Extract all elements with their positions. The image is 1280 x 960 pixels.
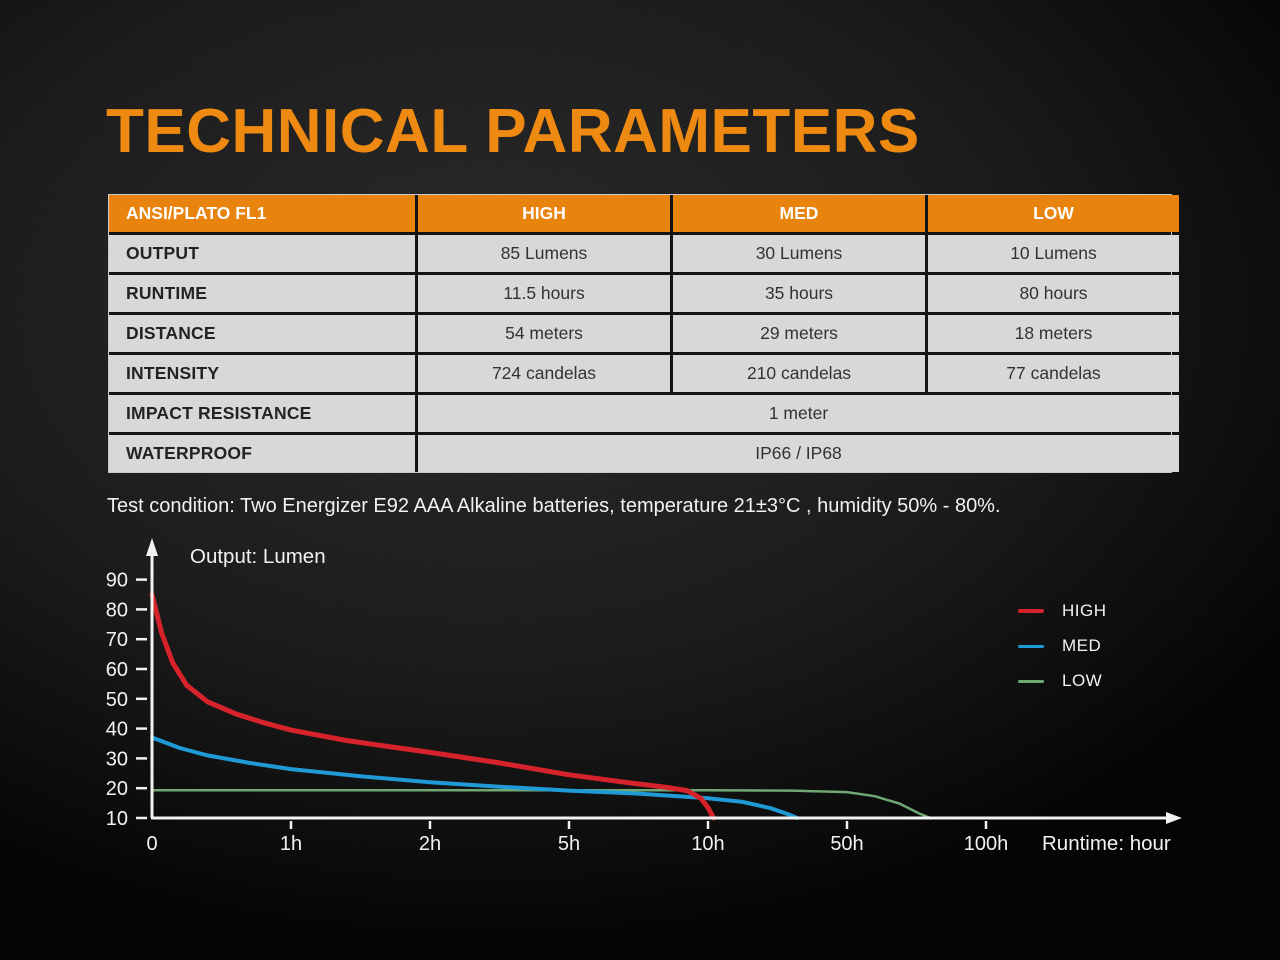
table-header-med: MED bbox=[673, 195, 925, 232]
x-tick-label: 5h bbox=[558, 833, 580, 855]
x-tick-label: 100h bbox=[964, 833, 1009, 855]
y-axis-arrow-icon bbox=[146, 538, 158, 556]
table-row-label: DISTANCE bbox=[109, 315, 415, 352]
chart-legend: HIGH MED LOW bbox=[1018, 600, 1107, 692]
table-row-label: IMPACT RESISTANCE bbox=[109, 395, 415, 432]
spec-table: ANSI/PLATO FL1 HIGH MED LOW OUTPUT 85 Lum… bbox=[108, 194, 1179, 473]
table-cell-value: 35 hours bbox=[673, 275, 925, 312]
x-axis-arrow-icon bbox=[1166, 812, 1182, 824]
y-tick-label: 50 bbox=[106, 689, 128, 711]
table-cell-value: 85 Lumens bbox=[418, 235, 670, 272]
y-tick-label: 20 bbox=[106, 778, 128, 800]
y-tick-label: 40 bbox=[106, 719, 128, 741]
table-row-label: RUNTIME bbox=[109, 275, 415, 312]
y-tick-label: 30 bbox=[106, 748, 128, 770]
series-line-low bbox=[150, 789, 932, 820]
legend-label: MED bbox=[1062, 636, 1102, 655]
legend-item-med: MED bbox=[1018, 635, 1107, 657]
y-tick-label: 90 bbox=[106, 570, 128, 592]
y-tick-label: 10 bbox=[106, 808, 128, 830]
table-cell-value: 10 Lumens bbox=[928, 235, 1179, 272]
runtime-chart: 90 80 70 60 50 40 30 20 10 0 1h 2h 5h 10h 50h 100h Outpu… bbox=[106, 538, 1182, 855]
table-header-low: LOW bbox=[928, 195, 1179, 232]
x-tick-label: 50h bbox=[830, 833, 863, 855]
legend-swatch-low-icon bbox=[1018, 679, 1044, 683]
legend-item-high: HIGH bbox=[1018, 600, 1107, 622]
table-row-span-value: IP66 / IP68 bbox=[418, 435, 1179, 472]
table-cell-value: 30 Lumens bbox=[673, 235, 925, 272]
table-row-label: OUTPUT bbox=[109, 235, 415, 272]
legend-label: HIGH bbox=[1062, 601, 1107, 620]
y-tick-label: 70 bbox=[106, 629, 128, 651]
table-cell-value: 210 candelas bbox=[673, 355, 925, 392]
table-row-label: WATERPROOF bbox=[109, 435, 415, 472]
page-title: TECHNICAL PARAMETERS bbox=[106, 97, 920, 166]
legend-item-low: LOW bbox=[1018, 670, 1107, 692]
legend-label: LOW bbox=[1062, 671, 1103, 690]
y-tick-label: 80 bbox=[106, 599, 128, 621]
test-condition-note: Test condition: Two Energizer E92 AAA Al… bbox=[107, 495, 1001, 517]
series-line-med bbox=[150, 735, 799, 820]
table-cell-value: 724 candelas bbox=[418, 355, 670, 392]
x-tick-label: 2h bbox=[419, 833, 441, 855]
legend-swatch-high-icon bbox=[1018, 609, 1044, 613]
table-cell-value: 29 meters bbox=[673, 315, 925, 352]
chart-title: Output: Lumen bbox=[190, 545, 326, 568]
table-cell-value: 80 hours bbox=[928, 275, 1179, 312]
x-tick-label: 1h bbox=[280, 833, 302, 855]
legend-swatch-med-icon bbox=[1018, 644, 1044, 648]
y-tick-label: 60 bbox=[106, 659, 128, 681]
x-tick-label: 0 bbox=[146, 833, 157, 855]
table-cell-value: 77 candelas bbox=[928, 355, 1179, 392]
series-line-high bbox=[149, 592, 717, 821]
table-cell-value: 11.5 hours bbox=[418, 275, 670, 312]
x-axis-title: Runtime: hour bbox=[1042, 832, 1171, 855]
x-tick-label: 10h bbox=[691, 833, 724, 855]
table-cell-value: 54 meters bbox=[418, 315, 670, 352]
table-header-high: HIGH bbox=[418, 195, 670, 232]
table-row-span-value: 1 meter bbox=[418, 395, 1179, 432]
table-header-ansi-plato: ANSI/PLATO FL1 bbox=[109, 195, 415, 232]
table-cell-value: 18 meters bbox=[928, 315, 1179, 352]
table-row-label: INTENSITY bbox=[109, 355, 415, 392]
